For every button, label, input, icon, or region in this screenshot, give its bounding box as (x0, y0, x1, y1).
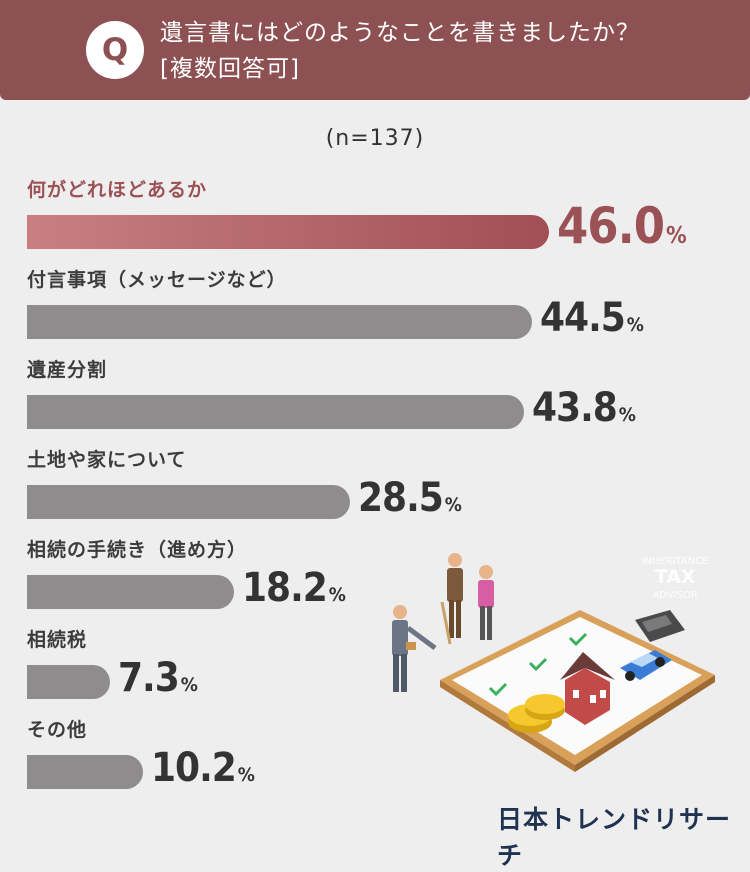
category-label: 相続税 (27, 629, 88, 651)
bar (27, 665, 110, 699)
value-label: 28.5% (358, 475, 462, 521)
value-label: 7.3% (118, 655, 198, 701)
value-label: 18.2% (242, 565, 346, 611)
sign-line-3: ADVISOR (652, 590, 697, 601)
house-icon (560, 652, 615, 725)
value-label: 43.8% (532, 385, 636, 431)
question-note: [複数回答可] (160, 56, 300, 82)
category-label: その他 (27, 719, 88, 741)
bar (27, 755, 143, 789)
bar (27, 575, 234, 609)
question-header: Q 遺言書にはどのようなことを書きましたか？ [複数回答可] (0, 0, 750, 100)
brand-logo: 日本トレンドリサーチ (497, 805, 732, 870)
bar (27, 485, 350, 519)
sign-line-2: TAX (655, 566, 696, 588)
value-label: 44.5% (540, 295, 644, 341)
elderly-couple-icon (440, 553, 494, 645)
calculator-icon (635, 610, 685, 642)
advisor-sign: INHERITANCE TAX ADVISOR (641, 556, 708, 601)
inheritance-illustration: INHERITANCE TAX ADVISOR (392, 553, 715, 772)
sample-size: (n=137) (325, 126, 425, 151)
category-label: 土地や家について (27, 449, 187, 471)
category-label: 相続の手続き（進め方） (27, 539, 248, 561)
category-label: 遺産分割 (27, 359, 108, 381)
bar (27, 305, 532, 339)
bar (27, 395, 524, 429)
bar (27, 215, 549, 249)
coins-icon (508, 694, 565, 733)
category-label: 何がどれほどあるか (27, 179, 208, 201)
category-label: 付言事項（メッセージなど） (27, 269, 287, 291)
q-badge: Q (86, 21, 144, 79)
car-icon (620, 650, 672, 681)
question-title: 遺言書にはどのようなことを書きましたか？ (160, 20, 640, 46)
check-icon (488, 632, 588, 697)
businessman-icon (392, 605, 437, 692)
value-label: 10.2% (151, 745, 255, 791)
sign-line-1: INHERITANCE (641, 556, 708, 567)
question-text: 遺言書にはどのようなことを書きましたか？ [複数回答可] (160, 15, 640, 87)
value-label: 46.0% (557, 197, 687, 255)
